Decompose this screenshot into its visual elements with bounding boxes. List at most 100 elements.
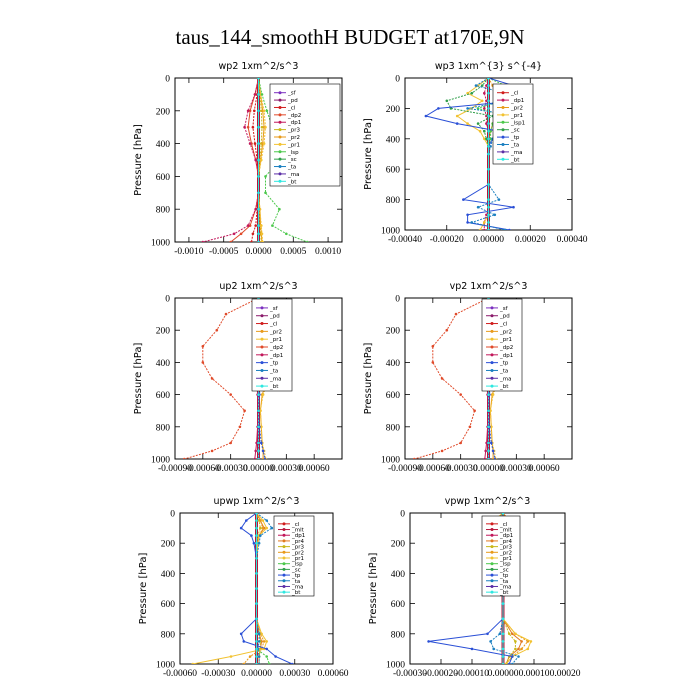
series-point-bt <box>501 513 505 515</box>
y-tick-label: 1000 <box>381 456 400 466</box>
legend-marker <box>490 562 494 566</box>
series-point-pr1 <box>455 114 459 118</box>
series-point-ta <box>492 647 496 651</box>
x-tick-label: -0.00020 <box>430 235 464 245</box>
legend-marker <box>278 172 282 176</box>
x-tick-label: -0.00020 <box>424 669 458 679</box>
series-point-lsp <box>265 109 269 113</box>
legend-marker <box>490 579 494 583</box>
legend-entry: _sf <box>269 306 279 312</box>
series-point-bt <box>257 207 260 211</box>
series-point-dp2 <box>459 393 463 396</box>
series-point-dp1 <box>246 109 250 113</box>
series-point-dp1 <box>485 99 488 103</box>
series-point-bt <box>257 78 260 80</box>
series-point-tp <box>260 441 263 445</box>
series-line-pr1 <box>258 78 267 242</box>
series-point-bt <box>257 224 260 227</box>
legend-entry: _ma <box>269 376 281 382</box>
series-point-bt <box>501 602 505 605</box>
legend-marker <box>490 361 494 365</box>
series-line-dp2 <box>184 298 259 459</box>
legend-entry: _tp <box>499 361 509 367</box>
legend-marker <box>490 322 494 326</box>
series-line-dp1 <box>202 78 259 242</box>
legend-entry: _mlt <box>499 528 513 534</box>
y-tick-label: 800 <box>156 206 171 216</box>
series-point-ta <box>493 213 497 217</box>
series-point-dp1 <box>483 91 486 95</box>
legend-entry: _ta <box>287 165 296 171</box>
series-point-pr1 <box>260 425 263 429</box>
y-axis-label: Pressure [hPa] <box>368 553 379 625</box>
x-tick-label: 0.00000 <box>243 464 274 474</box>
legend-marker <box>278 135 282 139</box>
series-point-pr1 <box>229 655 233 658</box>
series-point-bt <box>257 93 260 96</box>
x-tick-label: -0.00090 <box>388 464 422 474</box>
y-axis-label: Pressure [hPa] <box>133 343 144 415</box>
legend-entry: _cl <box>287 105 296 111</box>
legend-entry: _ma <box>291 584 303 590</box>
series-point-dp2 <box>246 125 250 129</box>
y-tick-label: 800 <box>386 423 401 433</box>
legend-entry: _cl <box>499 322 508 328</box>
legend-entry: _tp <box>499 573 509 579</box>
series-point-bt <box>257 441 260 445</box>
series-point-tp <box>486 632 489 636</box>
series-point-cl <box>253 109 256 113</box>
series-point-bt <box>487 205 490 209</box>
legend-marker <box>260 353 264 357</box>
series-point-tp <box>437 107 440 110</box>
legend-marker <box>260 361 264 365</box>
legend-entry: _cl <box>269 322 278 328</box>
legend-marker <box>278 120 282 124</box>
legend-entry: _bt <box>510 157 520 163</box>
series-point-pr1 <box>265 640 269 643</box>
series-point-bt <box>501 655 505 658</box>
series-point-dp1 <box>255 441 258 445</box>
x-tick-label: 0.00010 <box>519 669 550 679</box>
series-point-pr1 <box>260 158 263 162</box>
legend-marker <box>282 584 286 588</box>
series-point-ta <box>265 519 269 522</box>
legend-entry: _bt <box>499 590 509 596</box>
legend-marker <box>260 384 264 388</box>
series-point-tp <box>261 449 265 453</box>
legend-entry: _cl <box>510 91 519 97</box>
series-point-bt <box>487 99 490 103</box>
legend-marker <box>260 322 264 326</box>
series-point-dp2 <box>229 393 232 396</box>
legend-entry: _dp1 <box>510 98 524 104</box>
series-point-tp <box>507 662 511 664</box>
series-point-dp2 <box>215 328 219 332</box>
series-point-bt <box>487 122 490 125</box>
legend-entry: _dp2 <box>287 113 301 119</box>
series-point-ta <box>517 655 520 658</box>
series-point-ta <box>270 526 274 530</box>
series-point-dp2 <box>473 409 476 413</box>
series-point-pr3 <box>507 632 511 636</box>
legend-marker <box>501 135 505 139</box>
series-point-dp1 <box>254 158 257 162</box>
series-point-tp <box>490 441 493 445</box>
series-point-sc <box>483 129 486 133</box>
legend-marker <box>260 314 264 318</box>
legend-entry: _pd <box>499 314 510 320</box>
series-point-pr1 <box>504 662 508 664</box>
legend-marker <box>490 528 494 532</box>
series-point-dp1 <box>232 232 236 236</box>
series-point-pr4 <box>511 632 514 636</box>
x-tick-label: 0.0010 <box>315 247 341 257</box>
legend-entry: _dp2 <box>269 345 283 351</box>
x-tick-label: 0.00040 <box>557 235 588 245</box>
legend-entry: _pd <box>269 314 280 320</box>
series-point-ta <box>470 221 474 224</box>
legend-entry: _pr3 <box>499 545 513 551</box>
x-tick-label: -0.00010 <box>455 669 489 679</box>
legend-entry: _ta <box>499 579 508 585</box>
x-tick-label: -0.00030 <box>201 669 235 679</box>
series-line-dp2 <box>414 298 489 459</box>
series-point-cl <box>254 224 257 227</box>
